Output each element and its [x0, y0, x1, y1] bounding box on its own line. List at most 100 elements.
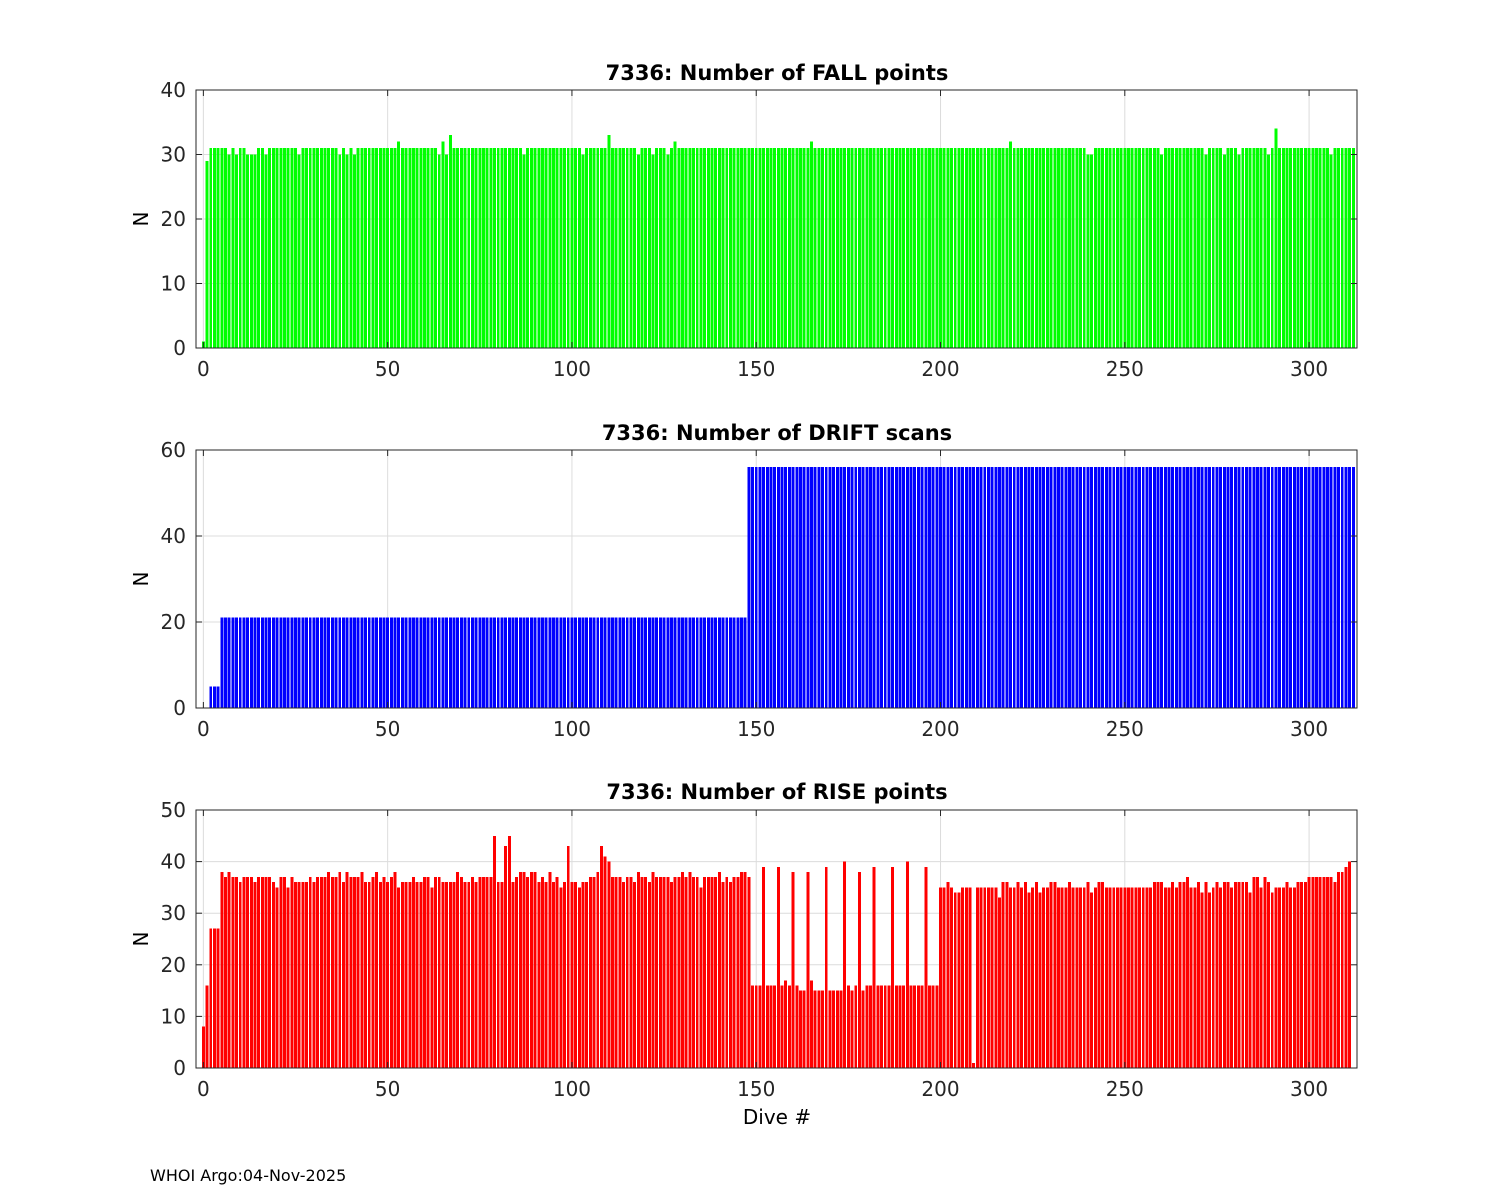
y-tick-label: 10 — [161, 1004, 186, 1028]
bar-dive-271 — [1200, 467, 1204, 708]
bar-dive-3 — [212, 148, 216, 348]
bar-dive-62 — [430, 148, 434, 348]
bar-dive-177 — [854, 985, 858, 1068]
bar-dive-84 — [511, 617, 515, 708]
bar-dive-236 — [1071, 887, 1075, 1068]
bar-dive-268 — [1189, 887, 1193, 1068]
bar-dive-190 — [902, 148, 906, 348]
bar-dive-159 — [787, 148, 791, 348]
bar-dive-208 — [968, 148, 972, 348]
bar-dive-8 — [231, 148, 235, 348]
bar-dive-279 — [1230, 148, 1234, 348]
bar-dive-5 — [220, 148, 224, 348]
bar-dive-180 — [865, 985, 869, 1068]
bar-dive-294 — [1285, 148, 1289, 348]
bar-dive-136 — [703, 877, 707, 1068]
bar-dive-130 — [681, 148, 684, 348]
bar-dive-262 — [1167, 887, 1171, 1068]
bar-dive-19 — [271, 882, 275, 1068]
bar-dive-128 — [673, 141, 677, 348]
bar-dive-27 — [301, 148, 305, 348]
bar-dive-117 — [633, 882, 637, 1068]
bar-dive-39 — [345, 871, 349, 1068]
bar-dive-187 — [891, 866, 895, 1068]
bar-dive-247 — [1112, 148, 1116, 348]
bar-dive-211 — [979, 148, 983, 348]
bar-dive-130 — [681, 871, 684, 1068]
bar-dive-110 — [607, 861, 611, 1068]
bar-dive-210 — [975, 148, 979, 348]
bar-dive-287 — [1259, 148, 1263, 348]
bar-dive-239 — [1082, 887, 1086, 1068]
bar-dive-226 — [1034, 467, 1038, 708]
bar-dive-114 — [622, 617, 626, 708]
bar-dive-186 — [887, 467, 891, 708]
bar-dive-121 — [647, 617, 651, 708]
bar-dive-124 — [658, 877, 662, 1068]
bar-dive-6 — [224, 877, 227, 1068]
drift-chart-title: 7336: Number of DRIFT scans — [602, 421, 952, 445]
bar-dive-73 — [470, 148, 474, 348]
bar-dive-297 — [1296, 882, 1300, 1068]
bar-dive-305 — [1326, 877, 1329, 1068]
bar-dive-178 — [857, 467, 861, 708]
bar-dive-238 — [1079, 467, 1083, 708]
bar-dive-261 — [1163, 887, 1167, 1068]
bar-dive-46 — [371, 148, 375, 348]
plot-background — [196, 450, 1357, 708]
bar-dive-138 — [710, 148, 714, 348]
bar-dive-73 — [470, 617, 474, 708]
bar-dive-37 — [338, 154, 342, 348]
bar-dive-64 — [437, 617, 441, 708]
bar-dive-240 — [1086, 154, 1090, 348]
bar-dive-111 — [611, 877, 614, 1068]
bar-dive-75 — [478, 148, 482, 348]
bar-dive-246 — [1108, 887, 1112, 1068]
bar-dive-311 — [1348, 467, 1352, 708]
bar-dive-98 — [563, 148, 567, 348]
x-tick-label: 150 — [737, 357, 775, 381]
bar-dive-144 — [732, 877, 736, 1068]
bar-dive-66 — [445, 154, 449, 348]
bar-dive-244 — [1101, 148, 1105, 348]
bar-dive-174 — [843, 148, 847, 348]
bar-dive-48 — [378, 148, 382, 348]
bar-dive-5 — [220, 871, 224, 1068]
bar-dive-10 — [238, 617, 242, 708]
y-tick-label: 40 — [161, 78, 186, 102]
bar-dive-95 — [552, 617, 555, 708]
bar-dive-242 — [1093, 887, 1097, 1068]
bar-dive-219 — [1009, 141, 1013, 348]
bar-dive-196 — [924, 148, 928, 348]
bar-dive-47 — [375, 617, 379, 708]
bar-dive-259 — [1156, 882, 1160, 1068]
bar-dive-53 — [397, 141, 401, 348]
bar-dive-138 — [710, 617, 714, 708]
bar-dive-12 — [246, 617, 250, 708]
bar-dive-179 — [861, 467, 865, 708]
bar-dive-172 — [835, 148, 839, 348]
bar-dive-188 — [894, 148, 898, 348]
bar-dive-19 — [271, 617, 275, 708]
bar-dive-42 — [356, 617, 360, 708]
bar-dive-205 — [957, 892, 961, 1068]
bar-dive-311 — [1348, 148, 1352, 348]
bar-dive-252 — [1130, 467, 1134, 708]
bar-dive-151 — [758, 148, 762, 348]
bar-dive-278 — [1226, 467, 1230, 708]
bar-dive-231 — [1053, 148, 1057, 348]
bar-dive-148 — [747, 467, 751, 708]
bar-dive-87 — [522, 871, 526, 1068]
bar-dive-14 — [253, 154, 257, 348]
bar-dive-234 — [1064, 148, 1068, 348]
bar-dive-113 — [618, 148, 622, 348]
bar-dive-72 — [467, 882, 471, 1068]
bar-dive-278 — [1226, 148, 1230, 348]
bar-dive-79 — [493, 617, 497, 708]
bar-dive-274 — [1211, 887, 1215, 1068]
bar-dive-120 — [644, 617, 648, 708]
bar-dive-268 — [1189, 148, 1193, 348]
bar-dive-131 — [684, 148, 688, 348]
bar-dive-18 — [268, 877, 272, 1068]
bar-dive-305 — [1326, 467, 1329, 708]
